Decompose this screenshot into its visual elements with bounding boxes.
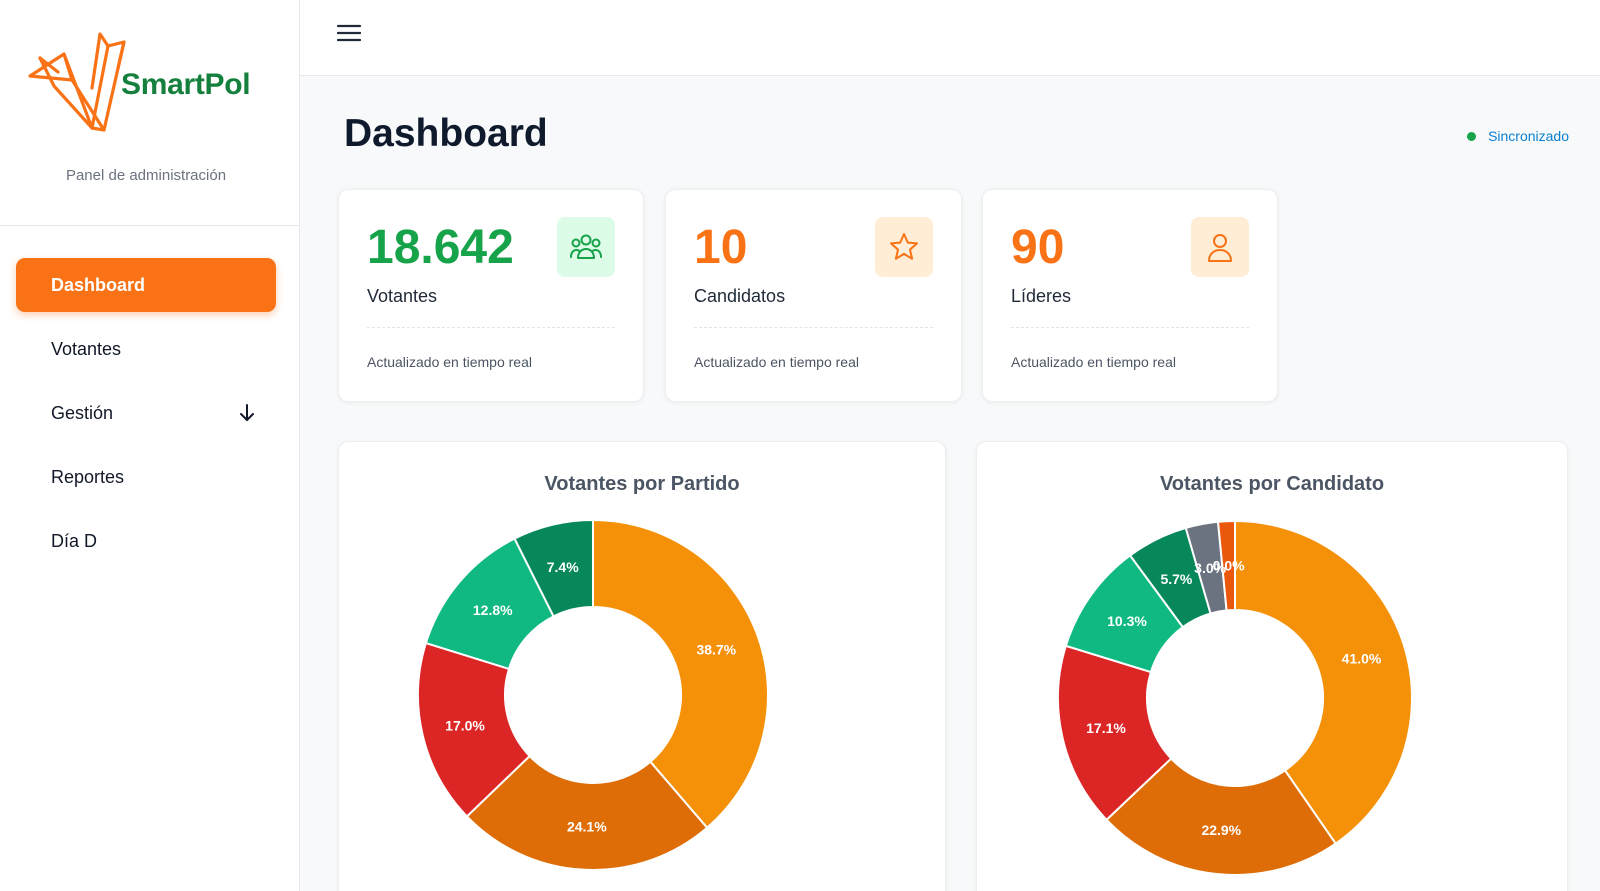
pie-slice[interactable] xyxy=(1105,757,1338,876)
smartpol-logo xyxy=(28,32,126,132)
stat-value: 10 xyxy=(694,221,748,274)
donut-chart-partido: 38.7% 24.1% 17.0% 12.8% 7.4% xyxy=(417,518,769,871)
stat-label: Votantes xyxy=(367,286,438,306)
pie-slice[interactable] xyxy=(1216,519,1236,612)
sidebar-item-dashboard[interactable]: Dashboard xyxy=(16,258,276,312)
slice-label: 38.7% xyxy=(696,641,736,657)
sync-status-label: Sincronizado xyxy=(1488,128,1569,144)
chart-card-partido: Votantes por Partido 38.7% 24.1% 17.0% 12.8… xyxy=(338,441,946,891)
sidebar-item-gestion[interactable]: Gestión xyxy=(16,386,276,440)
brand-name: SmartPol xyxy=(121,68,251,101)
topbar xyxy=(300,0,1600,76)
stat-footnote: Actualizado en tiempo real xyxy=(367,354,532,370)
slice-label: 41.0% xyxy=(1342,651,1382,667)
sidebar-item-dia-d[interactable]: Día D xyxy=(16,514,276,568)
brand-subtitle: Panel de administración xyxy=(65,167,227,184)
stat-footnote: Actualizado en tiempo real xyxy=(1011,354,1176,370)
hamburger-menu-icon[interactable] xyxy=(336,22,362,44)
slice-label: 17.0% xyxy=(445,717,485,733)
sidebar: SmartPol Panel de administración Dashboa… xyxy=(0,0,300,891)
pie-slice[interactable] xyxy=(592,518,769,830)
slice-label: 17.1% xyxy=(1086,720,1126,736)
sidebar-item-label: Dashboard xyxy=(51,274,146,295)
slice-label: 5.7% xyxy=(1160,571,1192,587)
pie-slice[interactable] xyxy=(1057,644,1173,822)
stat-value: 90 xyxy=(1011,221,1065,274)
slice-label: 12.8% xyxy=(473,602,513,618)
slice-label: 22.9% xyxy=(1201,822,1241,838)
sidebar-item-label: Día D xyxy=(51,530,98,551)
pie-slice[interactable] xyxy=(1234,519,1413,845)
pie-slice[interactable] xyxy=(465,754,709,871)
slice-label: 24.1% xyxy=(567,818,607,834)
slice-label: 3.0% xyxy=(1194,560,1226,576)
stat-card-candidatos: 10 Candidatos Actualizado en tiempo real xyxy=(665,189,962,402)
sync-status: Sincronizado xyxy=(1467,128,1569,144)
card-divider xyxy=(1011,327,1249,328)
stat-value: 18.642 xyxy=(367,221,514,274)
card-divider xyxy=(367,327,615,328)
stat-card-votantes: 18.642 Votantes Actualizado en tiempo re… xyxy=(338,189,644,402)
donut-chart-candidato: 41.0% 22.9% 17.1% 10.3% 5.7%3.0%0.0% xyxy=(1057,519,1413,876)
arrow-down-icon xyxy=(238,403,256,423)
users-icon xyxy=(557,217,615,277)
sidebar-item-label: Gestión xyxy=(51,402,114,423)
pie-slice[interactable] xyxy=(513,518,594,618)
chart-card-candidato: Votantes por Candidato 41.0% 22.9% 17.1% 10… xyxy=(976,441,1568,891)
stat-footnote: Actualizado en tiempo real xyxy=(694,354,859,370)
card-divider xyxy=(694,327,933,328)
page-title: Dashboard xyxy=(344,112,548,155)
sidebar-nav: Dashboard Votantes Gestión Reportes Día … xyxy=(16,258,276,578)
brand-area: SmartPol Panel de administración xyxy=(0,0,299,226)
status-dot xyxy=(1467,131,1477,141)
stat-card-lideres: 90 Líderes Actualizado en tiempo real xyxy=(982,189,1278,402)
sidebar-item-reportes[interactable]: Reportes xyxy=(16,450,276,504)
slice-label: 10.3% xyxy=(1107,613,1147,629)
stat-label: Líderes xyxy=(1011,286,1072,306)
sidebar-item-label: Votantes xyxy=(51,338,122,359)
chart-title: Votantes por Candidato xyxy=(1159,473,1385,495)
stat-label: Candidatos xyxy=(694,286,786,306)
sidebar-item-label: Reportes xyxy=(51,466,125,487)
slice-label: 7.4% xyxy=(547,559,579,575)
user-icon xyxy=(1191,217,1249,277)
star-icon xyxy=(875,217,933,277)
slice-label: 0.0% xyxy=(1213,558,1245,574)
chart-title: Votantes por Partido xyxy=(544,473,740,495)
sidebar-item-votantes[interactable]: Votantes xyxy=(16,322,276,376)
